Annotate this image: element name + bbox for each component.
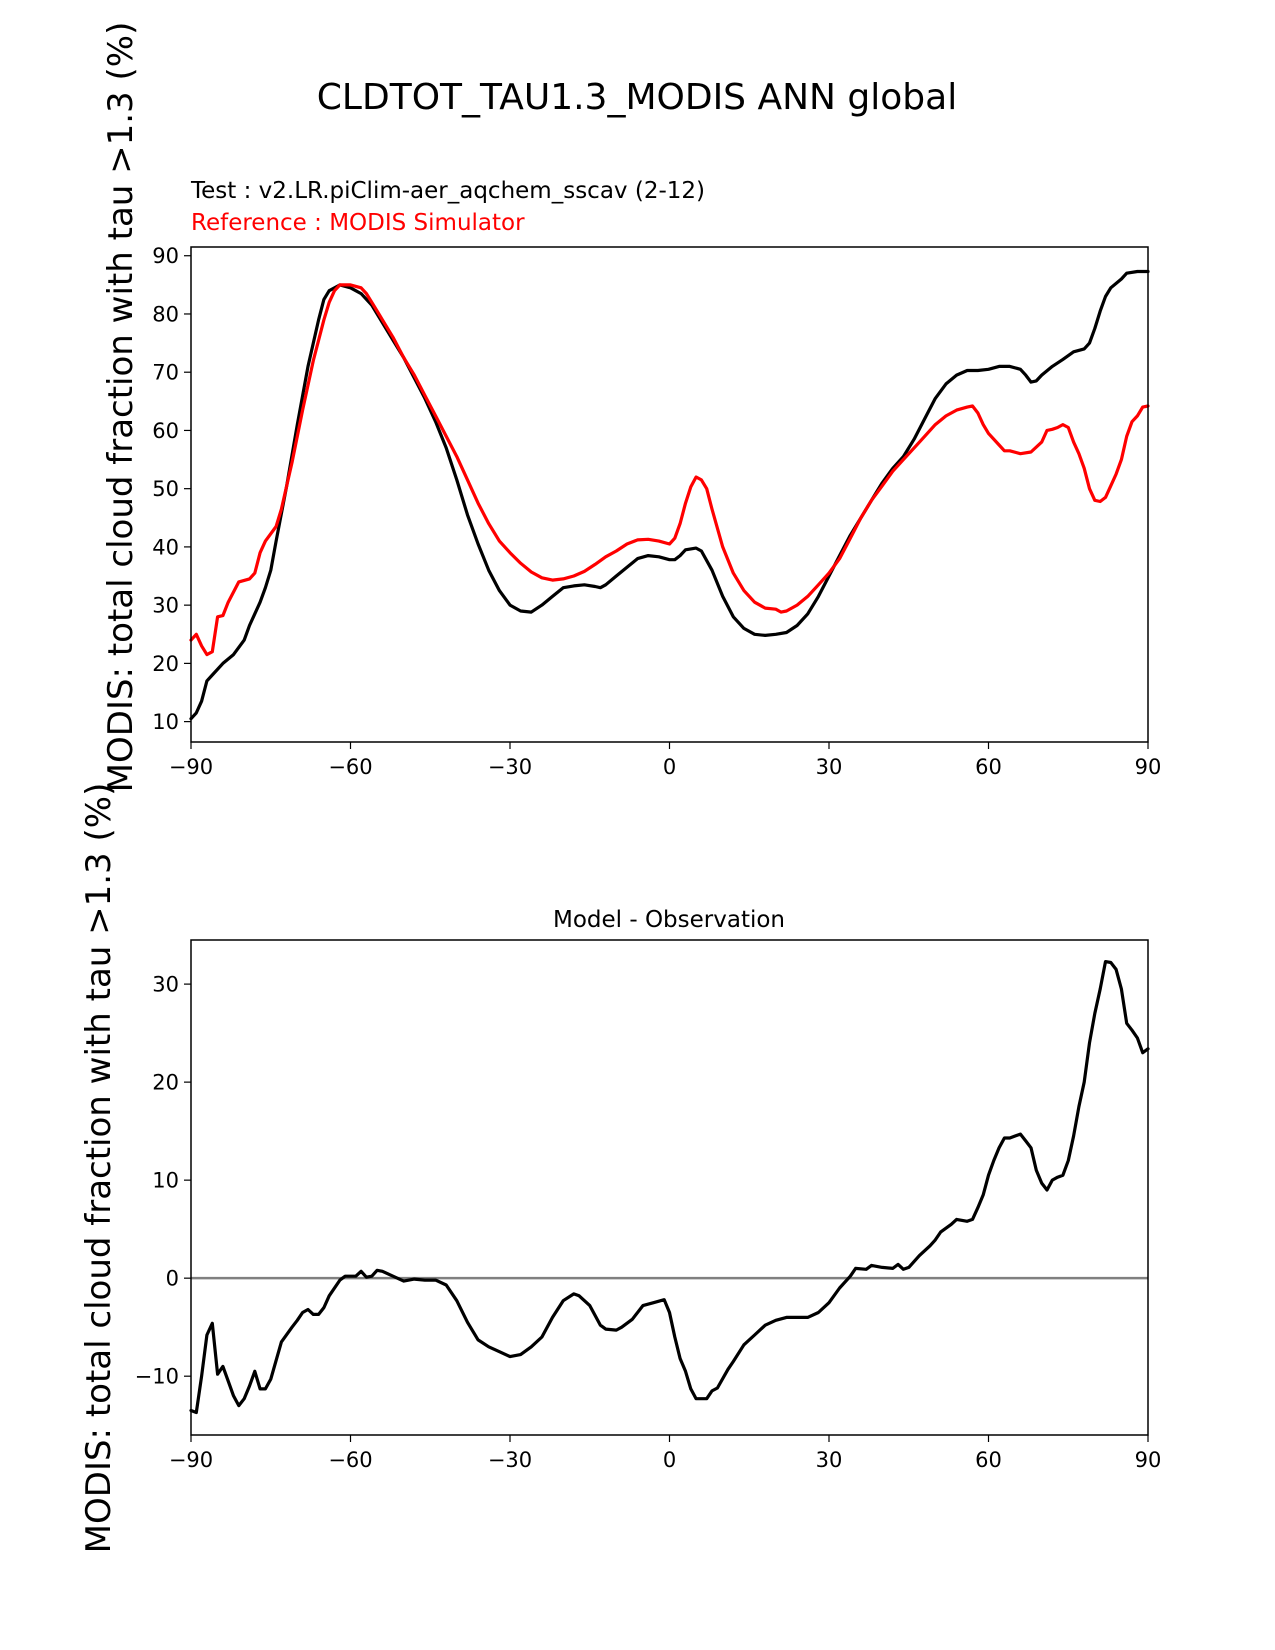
y-tick-label: 30 (152, 594, 179, 618)
panel-model-minus-observation: Model - Observation MODIS: total cloud f… (79, 783, 1161, 1554)
series-line-model-observation (189, 960, 1150, 1415)
test-label: Test : v2.LR.piClim-aer_aqchem_sscav (2-… (190, 178, 705, 204)
x-tick-label: 0 (663, 1448, 676, 1472)
y-tick-label: 0 (166, 1267, 179, 1291)
x-tick-label: 30 (816, 755, 843, 779)
y-tick-label: 40 (152, 535, 179, 559)
x-tick-label: 90 (1135, 755, 1162, 779)
x-tick-label: 0 (663, 755, 676, 779)
y-tick-label: 10 (152, 1169, 179, 1193)
reference-label: Reference : MODIS Simulator (191, 210, 525, 236)
x-tick-label: −90 (169, 755, 213, 779)
x-tick-label: −30 (488, 1448, 532, 1472)
y-tick-label: 20 (152, 652, 179, 676)
panel-test-vs-reference: Test : v2.LR.piClim-aer_aqchem_sscav (2-… (101, 22, 1161, 793)
y-tick-label: 10 (152, 710, 179, 734)
figure-title: CLDTOT_TAU1.3_MODIS ANN global (317, 77, 957, 118)
panel1-y-axis-label: MODIS: total cloud fraction with tau >1.… (101, 22, 141, 793)
x-tick-label: 60 (975, 755, 1002, 779)
y-tick-label: 50 (152, 477, 179, 501)
x-tick-label: −90 (169, 1448, 213, 1472)
panel2-frame (190, 939, 1149, 1436)
y-tick-label: 30 (152, 973, 179, 997)
x-tick-label: 90 (1135, 1448, 1162, 1472)
panel2-title: Model - Observation (553, 907, 785, 933)
x-tick-label: −60 (328, 755, 372, 779)
y-tick-label: 70 (152, 361, 179, 385)
y-tick-label: 60 (152, 419, 179, 443)
x-tick-label: −30 (488, 755, 532, 779)
series-line-test (189, 269, 1150, 721)
y-tick-label: 90 (152, 244, 179, 268)
y-tick-label: 20 (152, 1071, 179, 1095)
x-tick-label: 30 (816, 1448, 843, 1472)
y-tick-label: −10 (135, 1365, 179, 1389)
x-tick-label: 60 (975, 1448, 1002, 1472)
series-line-reference (189, 283, 1150, 657)
panel1-frame (190, 246, 1149, 743)
panel2-y-axis-label: MODIS: total cloud fraction with tau >1.… (79, 783, 119, 1554)
y-tick-label: 80 (152, 302, 179, 326)
x-tick-label: −60 (328, 1448, 372, 1472)
